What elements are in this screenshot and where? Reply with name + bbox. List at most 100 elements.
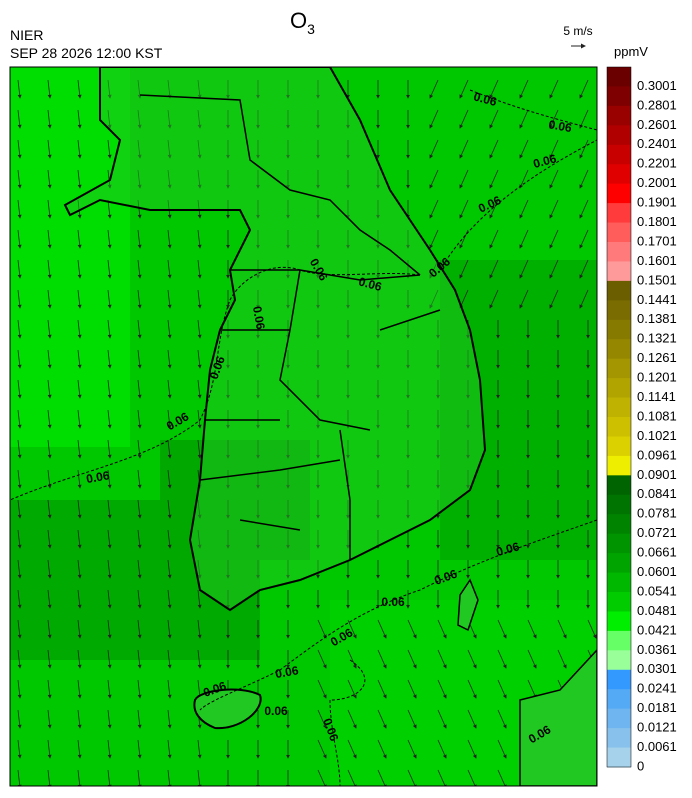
colorbar-box bbox=[607, 105, 631, 126]
wind-arrow bbox=[137, 379, 142, 399]
wind-arrow bbox=[519, 109, 529, 129]
colorbar-label: 0.0361 bbox=[637, 642, 677, 657]
wind-arrow bbox=[47, 559, 52, 579]
wind-arrow bbox=[17, 319, 22, 339]
colorbar-label: 0.2201 bbox=[637, 156, 677, 171]
wind-arrow bbox=[17, 619, 22, 639]
wind-arrow bbox=[489, 169, 499, 189]
wind-arrow bbox=[107, 289, 112, 309]
wind-arrow bbox=[17, 739, 22, 759]
colorbar-box bbox=[607, 650, 631, 671]
colorbar-box bbox=[607, 319, 631, 340]
wind-arrow bbox=[137, 739, 142, 759]
wind-arrow bbox=[47, 379, 52, 399]
contour-label: 0.06 bbox=[381, 595, 405, 609]
wind-arrow bbox=[167, 349, 172, 369]
wind-arrow bbox=[47, 769, 52, 786]
wind-arrow bbox=[17, 709, 22, 729]
map-frame bbox=[9, 66, 598, 787]
colorbar-label: 0.1381 bbox=[637, 311, 677, 326]
colorbar-label: 0 bbox=[637, 758, 644, 773]
province-borders bbox=[139, 94, 441, 560]
wind-arrow bbox=[107, 379, 112, 399]
wind-arrow bbox=[107, 229, 112, 249]
wind-arrow bbox=[317, 739, 327, 759]
wind-arrow bbox=[497, 709, 507, 729]
wind-arrow bbox=[47, 289, 52, 309]
wind-arrow bbox=[107, 769, 112, 786]
wind-arrow bbox=[197, 589, 202, 609]
wind-arrow bbox=[137, 559, 142, 579]
wind-arrow bbox=[527, 619, 537, 639]
colorbar-label: 0.3001 bbox=[637, 78, 677, 93]
wind-arrow bbox=[17, 349, 22, 369]
wind-arrow bbox=[519, 259, 529, 279]
wind-arrow bbox=[137, 469, 142, 489]
wind-arrow bbox=[137, 679, 142, 699]
wind-arrow bbox=[197, 409, 202, 429]
colorbar-box bbox=[607, 436, 631, 457]
wind-arrow bbox=[579, 79, 589, 99]
colorbar-box bbox=[607, 397, 631, 418]
wind-arrow bbox=[17, 529, 22, 549]
wind-arrow bbox=[377, 769, 387, 786]
wind-arrow bbox=[77, 379, 82, 399]
colorbar-box bbox=[607, 533, 631, 554]
contour-label: 0.06 bbox=[85, 468, 111, 486]
wind-arrow bbox=[17, 559, 22, 579]
wind-arrow bbox=[437, 709, 447, 729]
wind-arrow bbox=[549, 109, 559, 129]
wind-arrow bbox=[407, 619, 417, 639]
wind-arrow bbox=[77, 169, 82, 189]
wind-arrow bbox=[137, 259, 142, 279]
colorbar-label: 0.0781 bbox=[637, 506, 677, 521]
wind-arrow bbox=[437, 769, 447, 786]
wind-arrow bbox=[489, 289, 499, 309]
contour-label: 0.06 bbox=[495, 539, 521, 559]
colorbar-box bbox=[607, 86, 631, 107]
wind-arrow bbox=[137, 289, 142, 309]
wind-arrow bbox=[137, 649, 142, 669]
colorbar-box bbox=[607, 494, 631, 515]
wind-arrow bbox=[317, 649, 327, 669]
colorbar-label: 0.0481 bbox=[637, 603, 677, 618]
colorbar-box bbox=[607, 592, 631, 612]
colorbar-label: 0.1261 bbox=[637, 350, 677, 365]
wind-arrow bbox=[407, 739, 417, 759]
wind-arrow bbox=[167, 499, 172, 519]
wind-arrow bbox=[77, 589, 82, 609]
wind-arrow bbox=[17, 259, 22, 279]
wind-arrow bbox=[167, 229, 172, 249]
wind-arrow bbox=[519, 289, 529, 309]
wind-arrow bbox=[557, 649, 567, 669]
colorbar-box bbox=[607, 553, 631, 574]
wind-arrow bbox=[459, 259, 469, 279]
colorbar-label: 0.1701 bbox=[637, 233, 677, 248]
wind-arrow bbox=[347, 709, 357, 729]
colorbar: 0.3001 0.2801 0.2601 0.2401 0.2201 0.2001 0.19… bbox=[606, 66, 677, 773]
wind-arrow bbox=[107, 199, 112, 219]
colorbar-label: 0.0121 bbox=[637, 720, 677, 735]
wind-arrow bbox=[107, 679, 112, 699]
map: 0.06 0.06 0.06 0.06 0.06 0.06 0.06 0.06 0.06 0.06… bbox=[10, 67, 597, 786]
colorbar-box bbox=[607, 669, 631, 690]
wind-arrow bbox=[437, 739, 447, 759]
wind-arrow bbox=[107, 709, 112, 729]
wind-arrow bbox=[167, 619, 172, 639]
wind-arrow bbox=[167, 769, 172, 786]
wind-arrow bbox=[137, 349, 142, 369]
contour-label: 0.06 bbox=[472, 89, 498, 109]
wind-arrow bbox=[587, 619, 597, 639]
wind-arrow bbox=[167, 679, 172, 699]
wind-arrow bbox=[47, 169, 52, 189]
colorbar-label: 0.1321 bbox=[637, 331, 677, 346]
wind-arrow bbox=[77, 559, 82, 579]
wind-arrow bbox=[137, 619, 142, 639]
wind-arrow bbox=[167, 259, 172, 279]
colorbar-label: 0.1141 bbox=[637, 389, 676, 404]
wind-arrow bbox=[429, 199, 439, 219]
wind-arrow bbox=[467, 769, 477, 786]
colorbar-box bbox=[607, 125, 631, 146]
wind-arrow bbox=[137, 769, 142, 786]
wind-arrow bbox=[167, 649, 172, 669]
